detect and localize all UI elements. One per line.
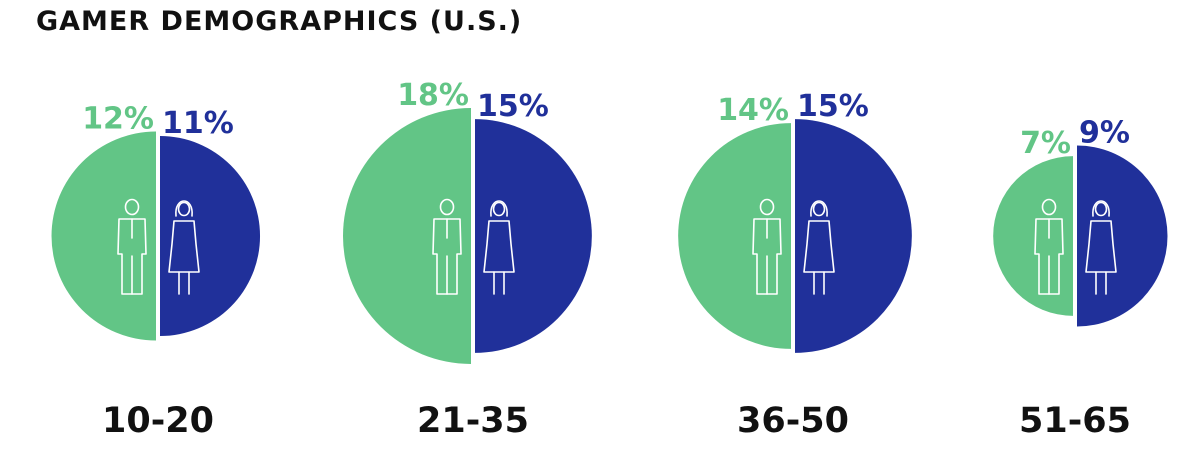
half-circle-left-21-35 — [343, 108, 471, 364]
man-icon — [1034, 198, 1064, 295]
value-label-left-10-20: 12% — [82, 101, 154, 136]
category-label-21-35: 21-35 — [417, 401, 529, 441]
value-label-right-10-20: 11% — [162, 106, 234, 141]
man-icon — [117, 198, 147, 295]
value-label-right-51-65: 9% — [1079, 115, 1130, 150]
half-circle-left-51-65 — [993, 156, 1073, 316]
woman-icon — [1085, 200, 1117, 295]
value-label-right-21-35: 15% — [477, 89, 549, 124]
man-icon — [752, 198, 782, 295]
category-label-51-65: 51-65 — [1019, 401, 1131, 441]
chart-title: GAMER DEMOGRAPHICS (U.S.) — [36, 6, 523, 37]
woman-icon — [803, 200, 835, 295]
half-circle-right-36-50 — [795, 119, 912, 353]
half-circle-right-10-20 — [160, 135, 261, 337]
half-circle-left-36-50 — [678, 123, 791, 349]
half-circle-right-51-65 — [1077, 145, 1168, 327]
category-label-36-50: 36-50 — [737, 401, 849, 441]
value-label-left-21-35: 18% — [397, 78, 469, 113]
man-icon — [432, 198, 462, 295]
half-circle-right-21-35 — [475, 119, 592, 353]
value-label-left-36-50: 14% — [717, 93, 789, 128]
value-label-left-51-65: 7% — [1020, 126, 1071, 161]
woman-icon — [168, 200, 200, 295]
category-label-10-20: 10-20 — [102, 401, 214, 441]
half-circle-left-10-20 — [51, 131, 156, 341]
woman-icon — [483, 200, 515, 295]
value-label-right-36-50: 15% — [797, 89, 869, 124]
